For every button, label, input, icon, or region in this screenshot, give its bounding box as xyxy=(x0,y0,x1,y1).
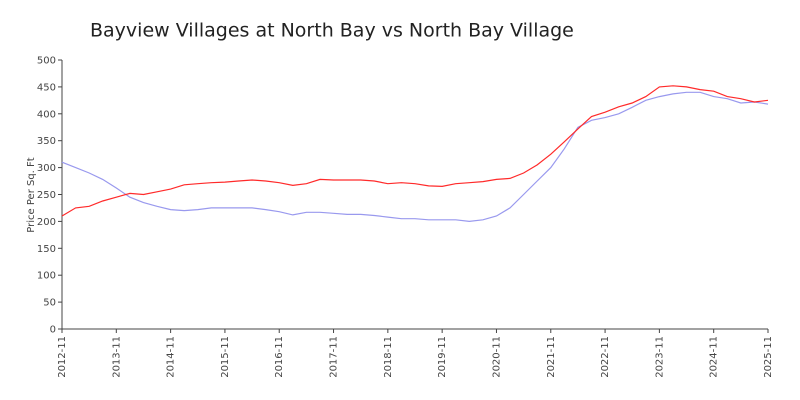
y-tick-label: 350 xyxy=(37,136,56,147)
x-tick-label: 2020-11 xyxy=(491,336,502,378)
series-line xyxy=(61,91,769,223)
y-tick-label: 500 xyxy=(37,56,56,67)
x-tick-label: 2014-11 xyxy=(166,336,177,378)
y-axis-label: Price Per Sq. Ft xyxy=(26,157,37,232)
x-tick-label: 2024-11 xyxy=(709,336,720,378)
y-tick-label: 250 xyxy=(37,190,56,201)
x-tick-label: 2018-11 xyxy=(383,336,394,378)
y-tick-label: 450 xyxy=(37,82,56,93)
x-tick-label: 2023-11 xyxy=(654,336,665,378)
y-tick-label: 300 xyxy=(37,163,56,174)
x-tick-label: 2021-11 xyxy=(546,336,557,378)
x-tick-label: 2017-11 xyxy=(329,336,340,378)
x-tick-label: 2015-11 xyxy=(220,336,231,378)
y-tick-label: 150 xyxy=(37,244,56,255)
y-tick-label: 400 xyxy=(37,109,56,120)
x-tick-label: 2012-11 xyxy=(57,336,68,378)
y-tick-label: 200 xyxy=(37,217,56,228)
chart-title: Bayview Villages at North Bay vs North B… xyxy=(90,20,574,42)
x-tick-label: 2022-11 xyxy=(600,336,611,378)
y-tick-label: 50 xyxy=(43,298,56,309)
series-line xyxy=(61,85,769,217)
y-tick-label: 0 xyxy=(50,325,56,336)
x-tick-label: 2016-11 xyxy=(274,336,285,378)
y-tick-label: 100 xyxy=(37,271,56,282)
x-tick-label: 2025-11 xyxy=(763,336,774,378)
x-tick-label: 2013-11 xyxy=(111,336,122,378)
x-tick-label: 2019-11 xyxy=(437,336,448,378)
